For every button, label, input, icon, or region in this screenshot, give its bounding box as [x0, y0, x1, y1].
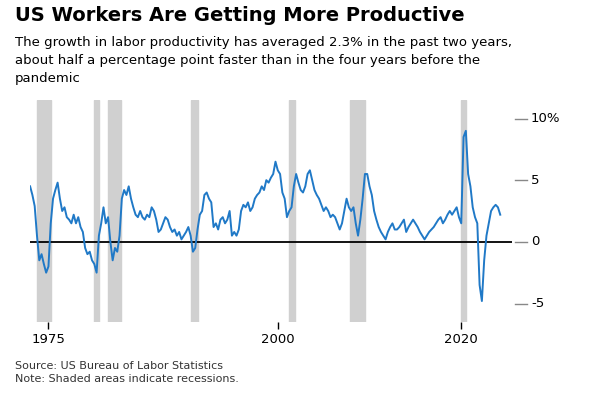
Text: 5: 5	[531, 174, 539, 187]
Text: 0: 0	[531, 235, 539, 248]
Bar	[289, 100, 295, 322]
Text: Source: US Bureau of Labor Statistics
Note: Shaded areas indicate recessions.: Source: US Bureau of Labor Statistics No…	[15, 361, 239, 384]
Bar	[108, 100, 121, 322]
Text: -5: -5	[531, 297, 544, 310]
Text: US Workers Are Getting More Productive: US Workers Are Getting More Productive	[15, 6, 465, 25]
Bar	[191, 100, 197, 322]
Text: 10%: 10%	[531, 112, 560, 125]
Bar	[461, 100, 466, 322]
Bar	[95, 100, 99, 322]
Bar	[37, 100, 51, 322]
Bar	[350, 100, 365, 322]
Text: The growth in labor productivity has averaged 2.3% in the past two years,
about : The growth in labor productivity has ave…	[15, 36, 512, 85]
